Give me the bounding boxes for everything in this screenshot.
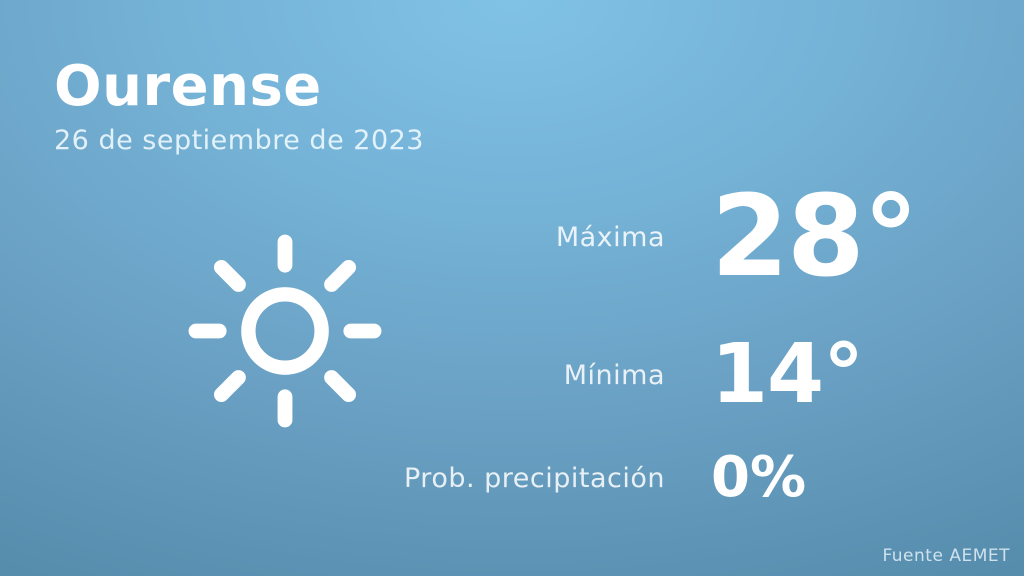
min-temperature-value: 14° [711,327,864,422]
max-temperature-label: Máxima [555,221,665,253]
precipitation-probability-value: 0% [711,445,807,510]
data-source-attribution: Fuente AEMET [882,546,1010,566]
max-temperature-value: 28° [711,172,919,302]
metric-row-min-temperature: Mínima 14° [400,325,990,425]
min-temperature-label: Mínima [563,359,665,391]
sun-icon [183,229,387,433]
header: Ourense 26 de septiembre de 2023 [54,54,424,156]
metric-row-max-temperature: Máxima 28° [400,170,990,304]
metric-row-precipitation: Prob. precipitación 0% [400,448,990,508]
forecast-date: 26 de septiembre de 2023 [54,124,424,156]
precipitation-probability-label: Prob. precipitación [404,462,665,494]
location-title: Ourense [54,54,322,119]
